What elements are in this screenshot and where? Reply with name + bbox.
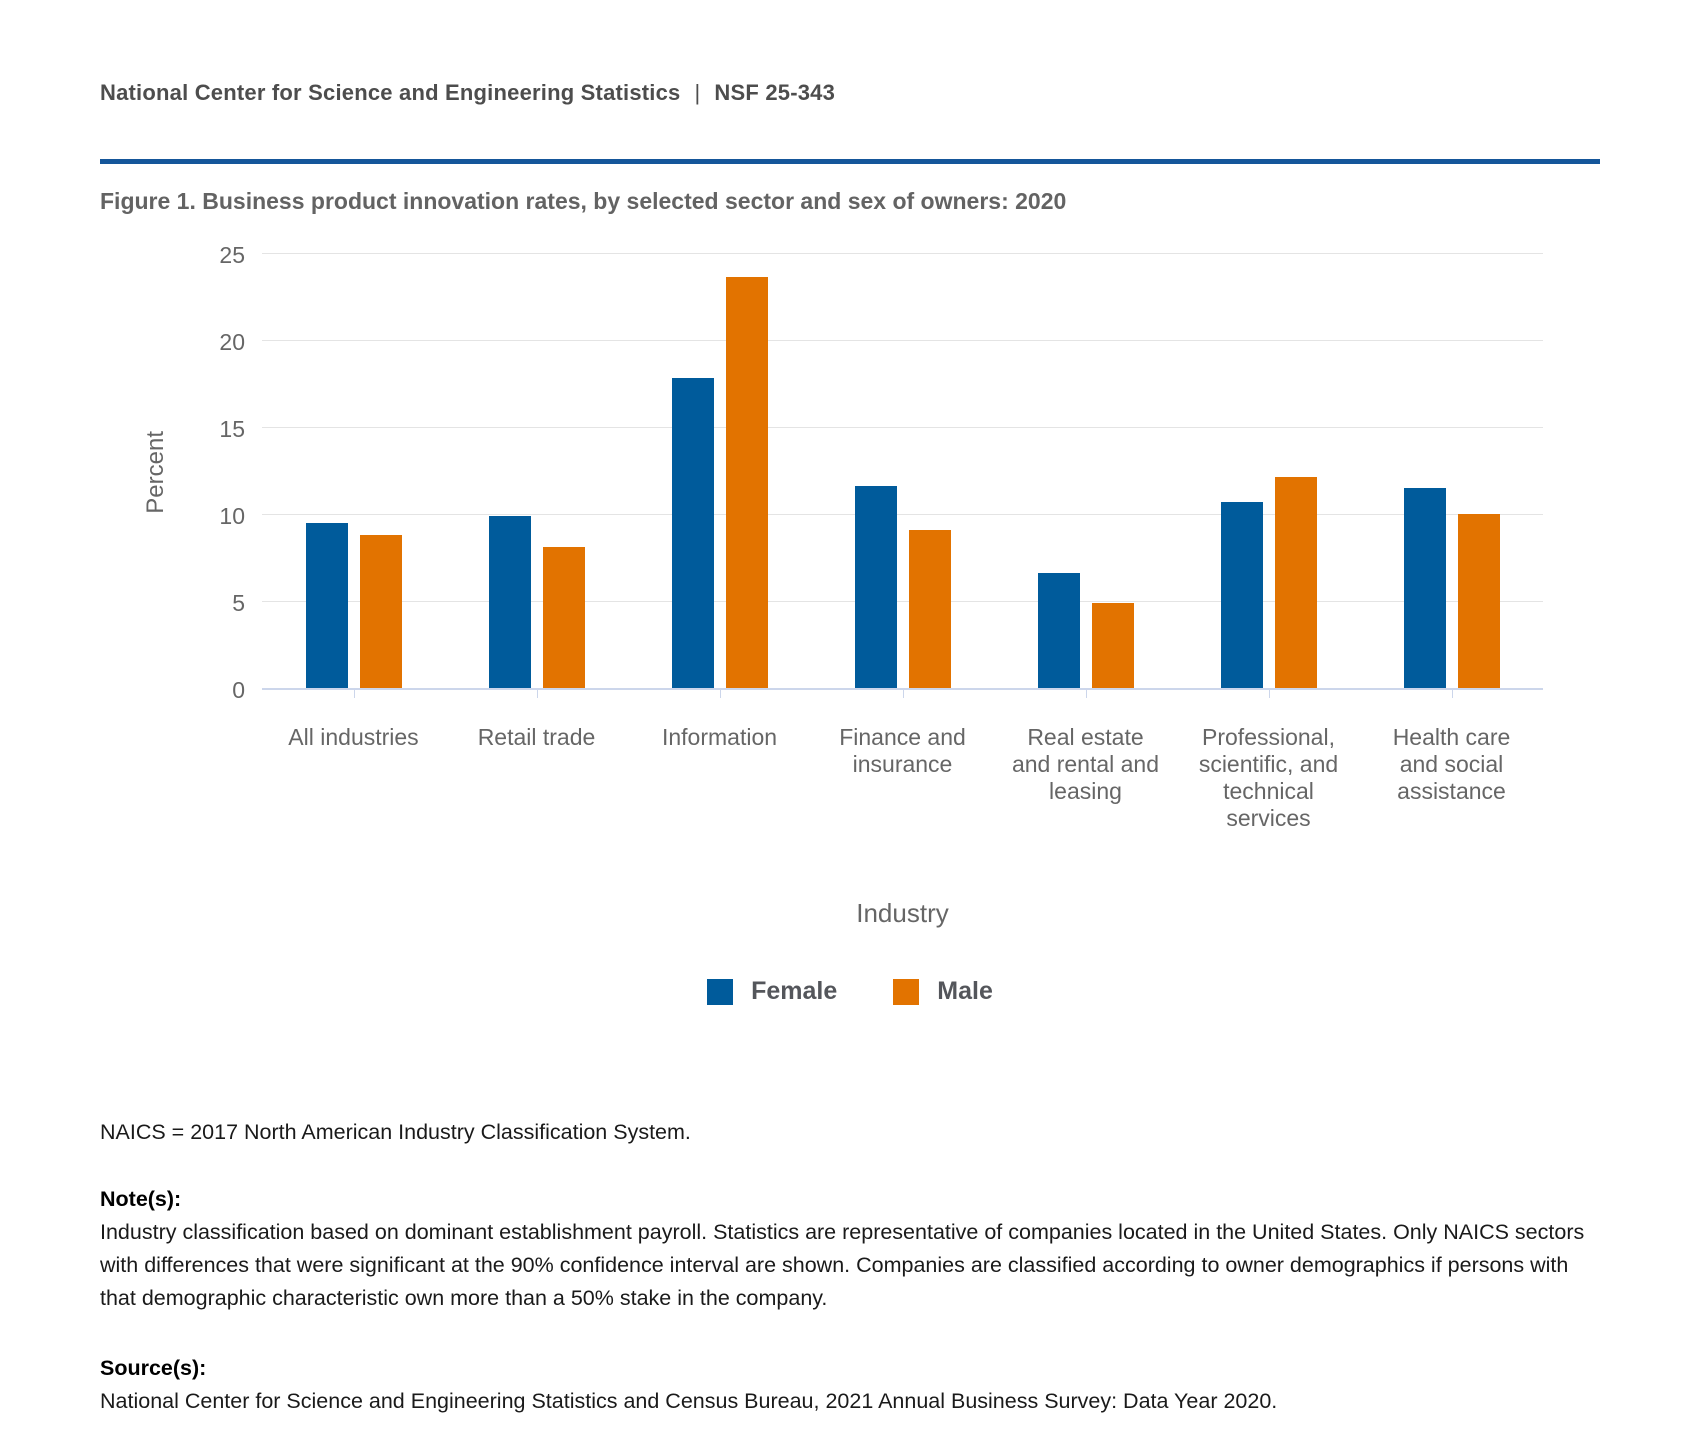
x-tick-label-4: Finance and insurance: [839, 724, 966, 777]
legend-item-female[interactable]: Female: [707, 977, 837, 1006]
bar-male-4: [908, 530, 951, 688]
bar-female-2: [488, 516, 531, 688]
x-tick-label-2: Retail trade: [477, 724, 596, 750]
masthead: National Center for Science and Engineer…: [100, 80, 1600, 106]
bar-female-1: [305, 523, 348, 688]
bar-group-2: [445, 516, 628, 688]
bar-male-2: [542, 547, 585, 688]
y-axis-labels: 0 5 10 15 20 25: [170, 242, 262, 703]
sources-body: National Center for Science and Engineer…: [100, 1389, 1278, 1413]
y-axis-title: Percent: [142, 431, 169, 514]
x-tick-6: [1268, 690, 1270, 698]
sources-heading: Source(s):: [100, 1356, 207, 1380]
naics-definition: NAICS = 2017 North American Industry Cla…: [100, 1120, 691, 1144]
y-tick-label-15: 15: [219, 416, 245, 442]
x-tick-1: [353, 690, 355, 698]
legend-swatch-male: [893, 978, 920, 1005]
figure-title: Figure 1. Business product innovation ra…: [100, 188, 1067, 214]
footnotes: NAICS = 2017 North American Industry Cla…: [100, 1116, 1600, 1418]
y-tick-label-5: 5: [232, 590, 245, 616]
bar-female-3: [671, 378, 714, 688]
bar-male-5: [1091, 603, 1134, 688]
bar-group-4: [811, 486, 994, 688]
bar-female-7: [1403, 488, 1446, 688]
bar-male-1: [359, 535, 402, 688]
bar-chart: Percent 0 5 10 15 20 25 All industries Retail …: [100, 242, 1600, 1006]
masthead-report-number: NSF 25-343: [714, 80, 836, 105]
notes-body: Industry classification based on dominan…: [100, 1220, 1585, 1310]
x-tick-5: [1085, 690, 1087, 698]
bar-group-6: [1177, 477, 1360, 688]
x-axis-title: Industry: [856, 898, 949, 928]
bar-group-7: [1360, 488, 1543, 688]
bar-group-5: [994, 573, 1177, 688]
gridline-20: [262, 340, 1543, 341]
x-tick-label-6: Professional, scientific, and technical …: [1198, 724, 1339, 831]
bar-female-5: [1037, 573, 1080, 688]
masthead-org: National Center for Science and Engineer…: [100, 80, 681, 105]
bar-male-7: [1457, 514, 1500, 688]
x-tick-label-3: Information: [661, 724, 778, 750]
bar-female-4: [854, 486, 897, 688]
y-tick-label-10: 10: [219, 503, 245, 529]
bar-female-6: [1220, 502, 1263, 688]
bar-group-1: [262, 523, 445, 688]
x-tick-7: [1451, 690, 1453, 698]
gridline-5: [262, 601, 1543, 602]
masthead-divider: |: [694, 80, 701, 105]
gridline-25: [262, 253, 1543, 254]
x-axis-title-row: Industry: [262, 898, 1543, 929]
y-axis-title-cell: Percent: [100, 255, 170, 690]
x-tick-label-5: Real estate and rental and leasing: [1011, 724, 1160, 804]
x-tick-3: [719, 690, 721, 698]
y-tick-label-25: 25: [219, 242, 245, 268]
x-tick-4: [902, 690, 904, 698]
x-tick-label-7: Health care and social assistance: [1392, 724, 1511, 804]
gridline-15: [262, 427, 1543, 428]
y-tick-label-0: 0: [232, 677, 245, 703]
legend-label-female: Female: [751, 977, 838, 1005]
notes-heading: Note(s):: [100, 1187, 182, 1211]
legend-swatch-female: [707, 978, 734, 1005]
x-tick-label-1: All industries: [288, 724, 419, 750]
header-rule: [100, 159, 1600, 164]
bar-group-3: [628, 277, 811, 688]
gridline-10: [262, 514, 1543, 515]
plot-area: [262, 253, 1543, 698]
legend: Female Male: [100, 977, 1600, 1006]
bar-male-6: [1274, 477, 1317, 688]
legend-label-male: Male: [937, 977, 993, 1005]
bar-male-3: [725, 277, 768, 688]
x-tick-2: [536, 690, 538, 698]
chart-grid: Percent 0 5 10 15 20 25: [100, 242, 1600, 703]
y-tick-label-20: 20: [219, 329, 245, 355]
legend-item-male[interactable]: Male: [893, 977, 993, 1006]
x-axis-labels: All industries Retail trade Information Fin…: [262, 724, 1543, 832]
